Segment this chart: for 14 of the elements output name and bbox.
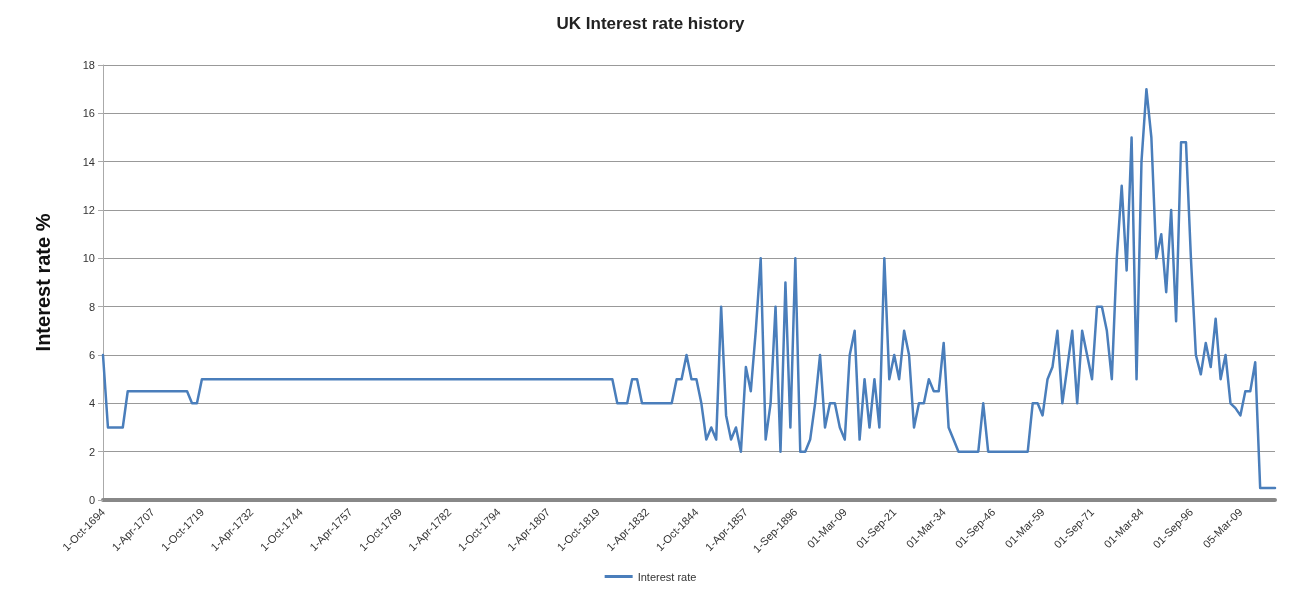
y-tick-label: 2 (88, 445, 95, 458)
y-tick-label: 14 (82, 155, 95, 168)
y-tick-label: 4 (88, 397, 95, 410)
y-tick-label: 10 (82, 252, 95, 265)
y-axis-title: Interest rate % (32, 213, 54, 352)
y-tick-label: 0 (88, 494, 95, 506)
y-tick-label: 6 (88, 349, 95, 361)
y-tick-label: 16 (82, 107, 95, 120)
chart-title: UK Interest rate history (556, 14, 746, 33)
legend-label: Interest rate (637, 570, 697, 583)
y-tick-label: 12 (82, 204, 95, 216)
line-series (101, 87, 1277, 490)
y-tick-label: 8 (88, 300, 95, 313)
y-tick-label: 18 (82, 59, 95, 71)
